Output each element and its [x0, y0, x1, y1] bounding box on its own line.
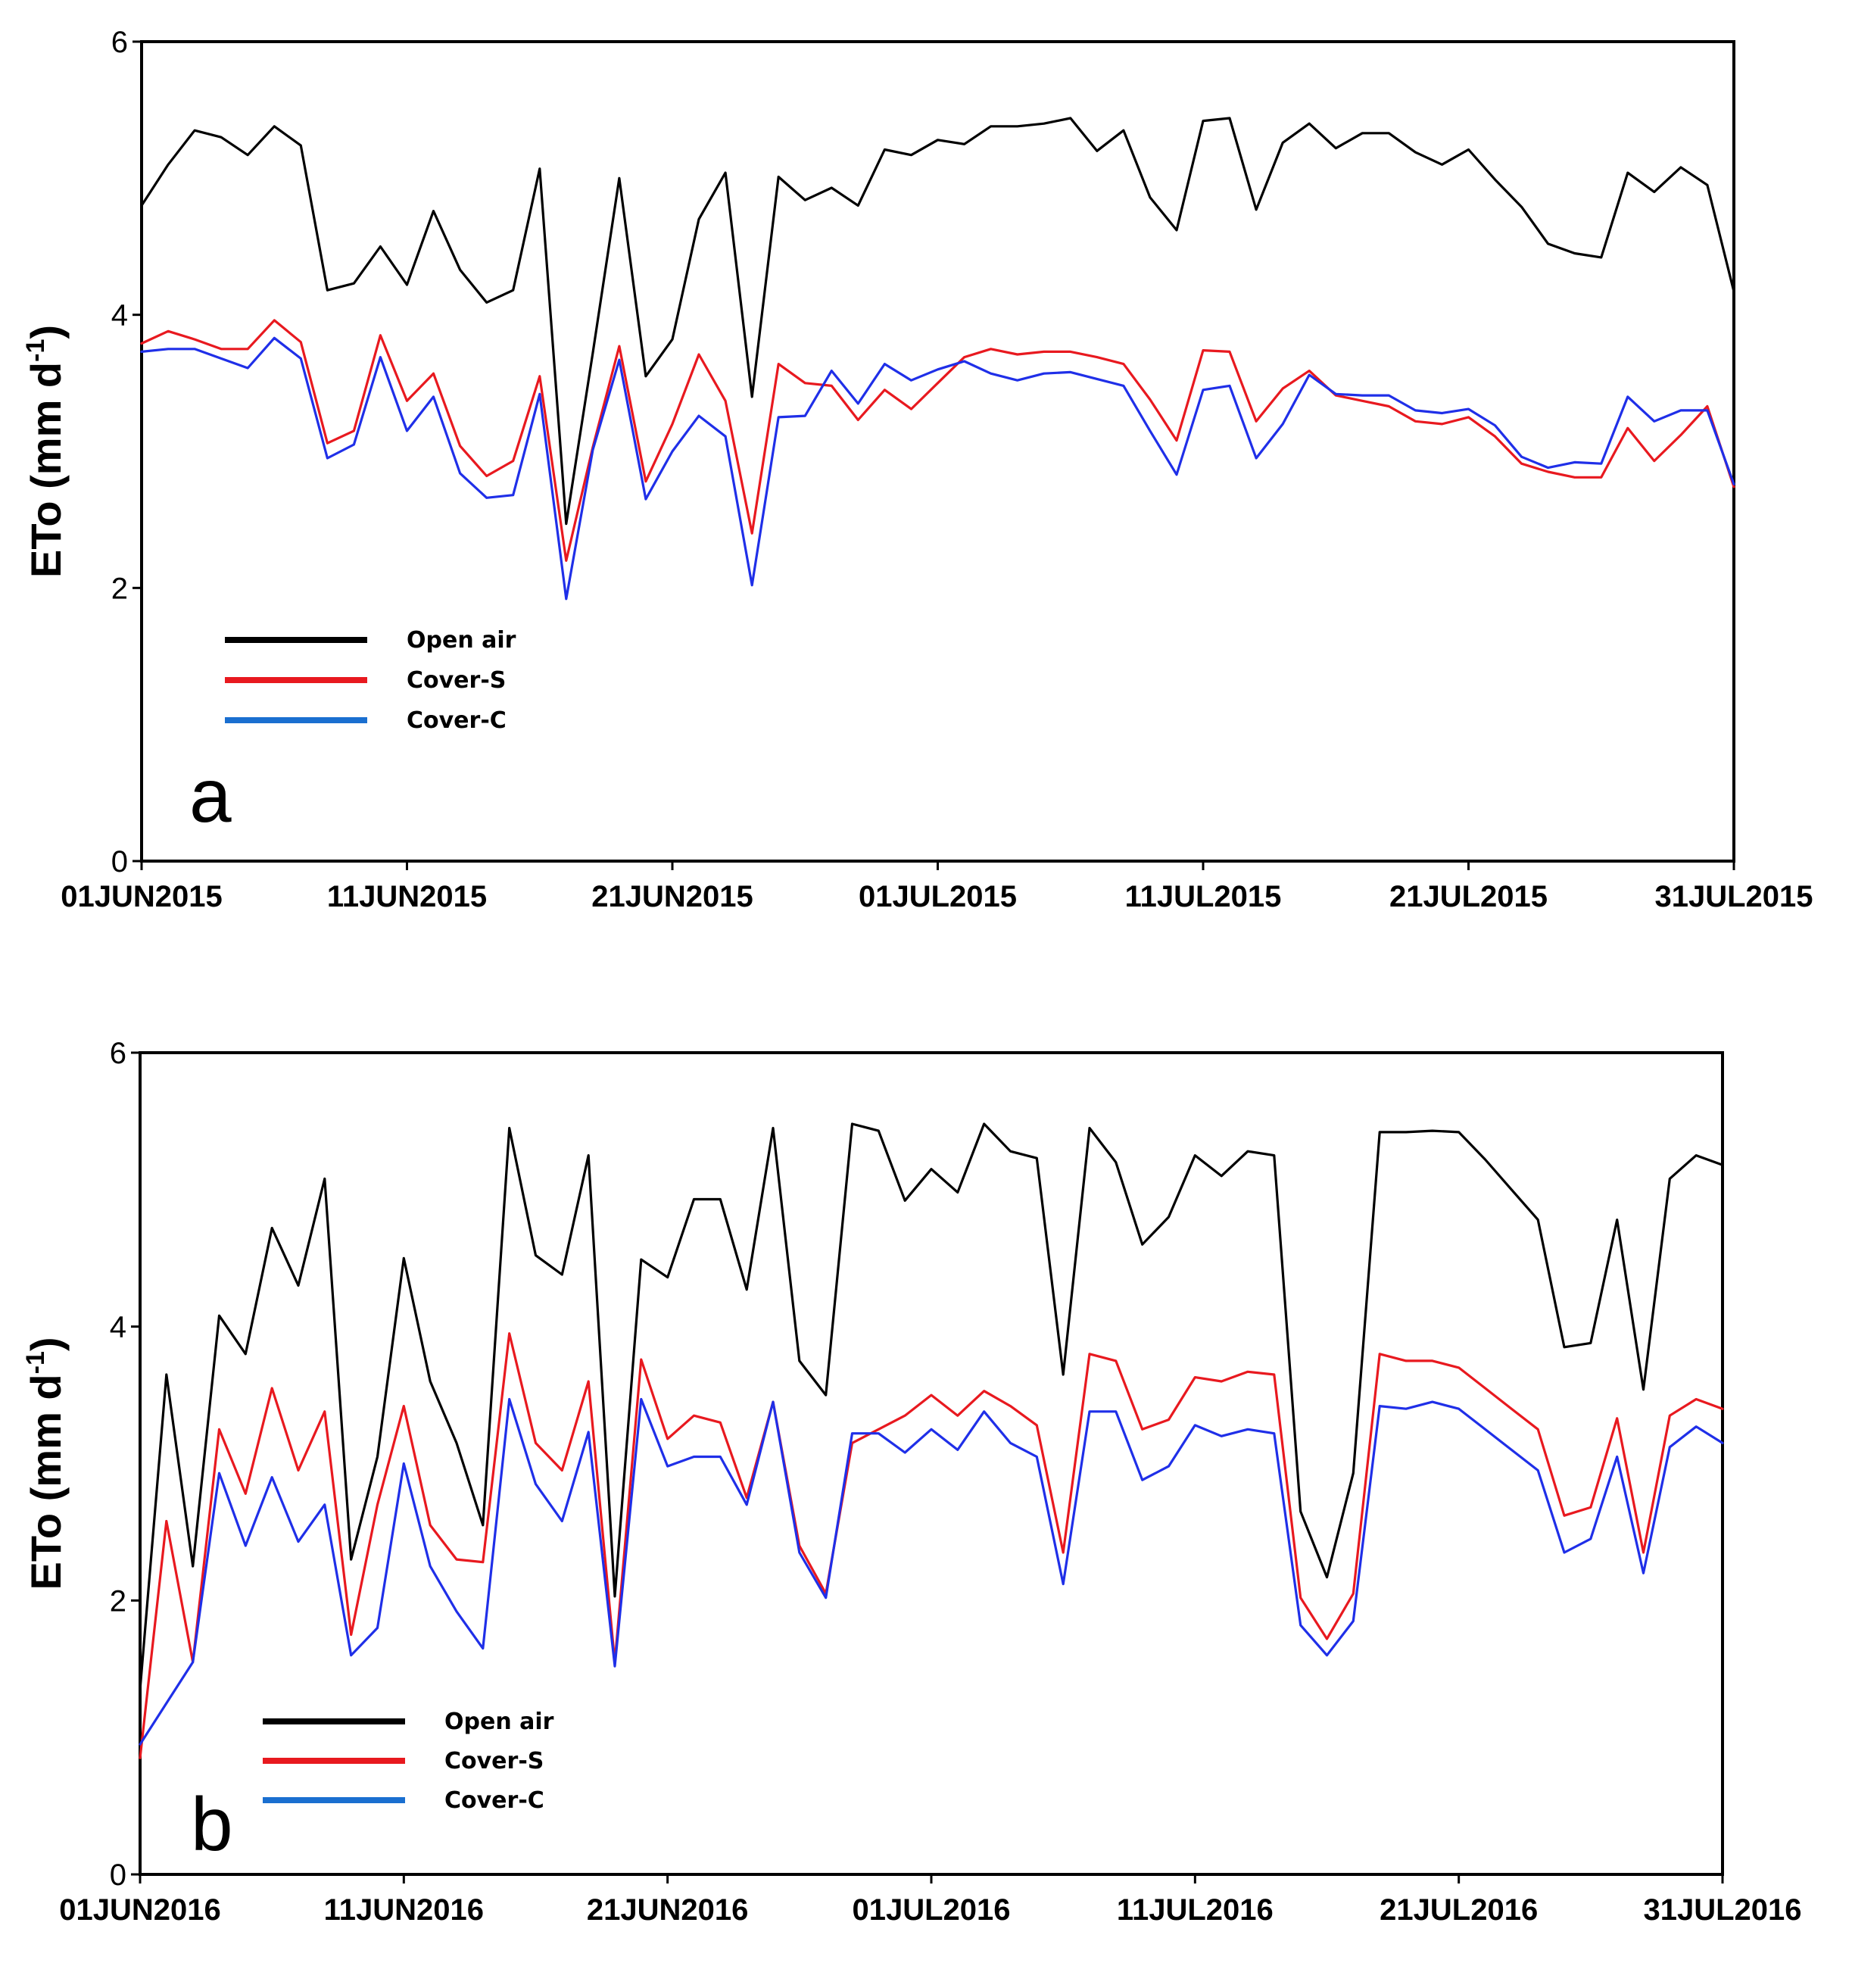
- y-axis-title-close: ): [22, 1337, 70, 1351]
- x-tick-label: 11JUL2016: [1117, 1893, 1274, 1927]
- y-axis-title-close: ): [22, 325, 70, 339]
- x-tick-label: 21JUN2015: [591, 880, 753, 913]
- y-tick-label: 0: [111, 845, 128, 879]
- panel-label: b: [191, 1782, 233, 1867]
- y-tick-label: 6: [111, 26, 128, 59]
- y-tick-label: 6: [110, 1037, 126, 1070]
- legend-label-cover-c: Cover-C: [444, 1787, 544, 1814]
- y-tick-label: 4: [111, 299, 128, 332]
- y-axis-title-main: ETo (mm d: [22, 362, 70, 578]
- panel-label: a: [189, 754, 232, 838]
- y-axis-title: ETo (mm d-1): [21, 325, 70, 578]
- series-line-open-air: [139, 1122, 1724, 1691]
- x-tick-label: 31JUL2015: [1654, 880, 1813, 913]
- chart-panel-a: 0 2 4 6 01JUN2015 11JUN2015 21JUN2015 01JUL2015…: [21, 26, 1813, 913]
- y-tick-label: 2: [111, 572, 128, 605]
- y-tick-label: 4: [110, 1311, 126, 1344]
- legend-label-cover-s: Cover-S: [407, 667, 506, 694]
- series-line-cover-c: [139, 1397, 1724, 1746]
- legend-label-open-air: Open air: [444, 1709, 554, 1735]
- legend-label-open-air: Open air: [407, 627, 516, 654]
- legend-label-cover-c: Cover-C: [407, 707, 507, 734]
- x-tick-label: 11JUN2015: [327, 880, 487, 913]
- y-tick-label: 2: [110, 1584, 126, 1618]
- series-line-cover-c: [140, 336, 1735, 601]
- series-line-cover-s: [139, 1332, 1724, 1759]
- x-tick-label: 11JUN2016: [324, 1893, 484, 1927]
- chart-panel-b: 0 2 4 6 01JUN2016 11JUN2016 21JUN2016 01JUL2016…: [21, 1037, 1802, 1927]
- x-tick-label: 21JUL2016: [1380, 1893, 1538, 1927]
- chart-legend: Open air Cover-S Cover-C: [263, 1709, 554, 1814]
- x-tick-label: 01JUN2016: [59, 1893, 221, 1927]
- x-tick-label: 21JUL2015: [1389, 880, 1548, 913]
- legend-label-cover-s: Cover-S: [444, 1748, 544, 1774]
- y-axis-title: ETo (mm d-1): [21, 1337, 70, 1590]
- series-line-open-air: [140, 117, 1735, 526]
- chart-legend: Open air Cover-S Cover-C: [225, 627, 516, 734]
- x-tick-label: 21JUN2016: [587, 1893, 749, 1927]
- x-tick-label: 31JUL2016: [1643, 1893, 1801, 1927]
- x-tick-label: 01JUL2015: [859, 880, 1017, 913]
- y-axis-title-main: ETo (mm d: [22, 1374, 70, 1590]
- y-axis-title-superscript: -1: [21, 339, 50, 362]
- x-tick-label: 01JUL2016: [852, 1893, 1010, 1927]
- series-line-cover-s: [140, 319, 1735, 562]
- x-tick-label: 01JUN2015: [61, 880, 223, 913]
- y-axis-title-superscript: -1: [21, 1351, 50, 1374]
- y-tick-label: 0: [110, 1858, 126, 1892]
- x-tick-label: 11JUL2015: [1125, 880, 1282, 913]
